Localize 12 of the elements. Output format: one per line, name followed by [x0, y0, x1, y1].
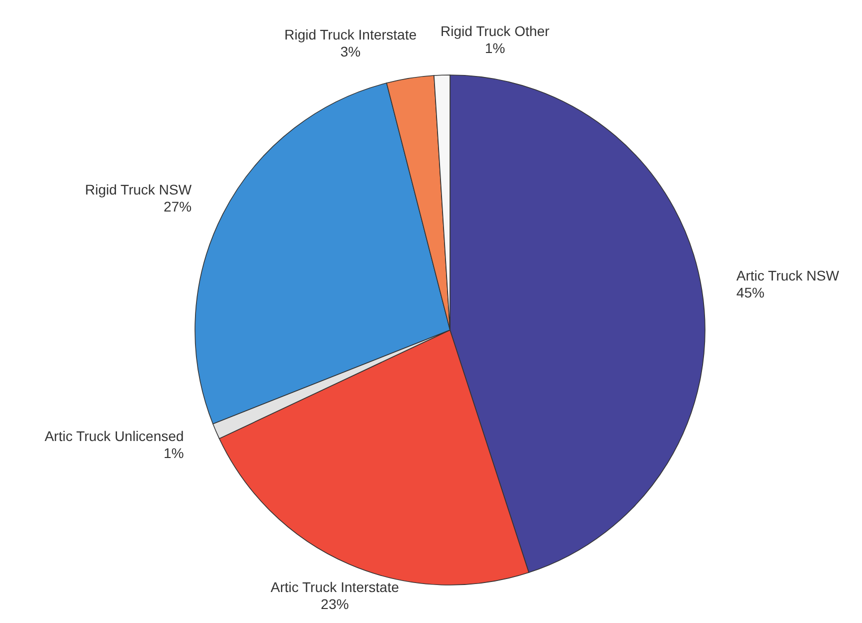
slice-label: Rigid Truck Interstate: [284, 26, 417, 43]
slice-label: Rigid Truck Other: [440, 23, 550, 40]
data-label: 23%: [320, 596, 349, 612]
data-label: 3%: [340, 44, 361, 60]
slice-label: Rigid Truck NSW: [85, 181, 192, 198]
data-label: 27%: [164, 198, 192, 214]
data-label: 45%: [736, 284, 764, 301]
data-label: 1%: [484, 40, 506, 56]
data-label: 1%: [164, 445, 184, 462]
slice-label: Artic Truck NSW: [736, 268, 840, 284]
slice-label: Artic Truck Interstate: [270, 579, 400, 596]
slice-label: Artic Truck Unlicensed: [44, 428, 184, 444]
